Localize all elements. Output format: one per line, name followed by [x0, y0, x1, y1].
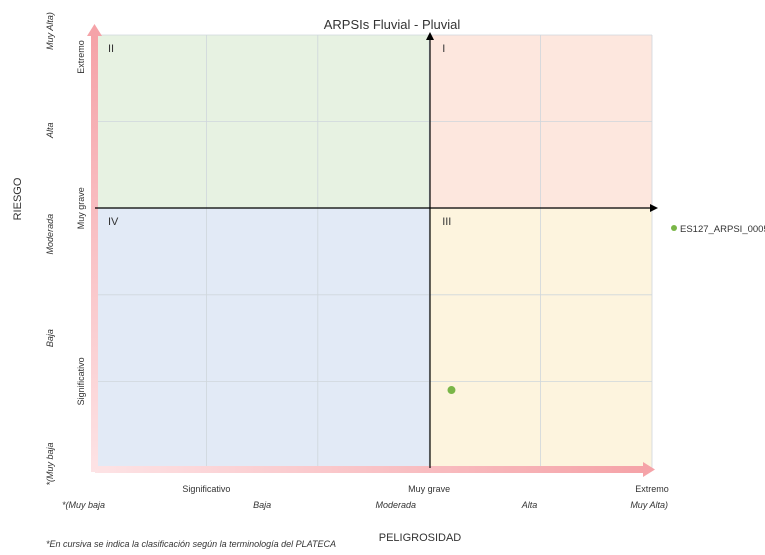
- x-tick-label-plateca: Muy Alta): [630, 500, 668, 510]
- legend-marker: [671, 225, 677, 231]
- x-axis-title: PELIGROSIDAD: [379, 532, 462, 544]
- x-tick-label-plateca: Alta: [521, 500, 538, 510]
- footnote: *En cursiva se indica la clasificación s…: [46, 539, 336, 549]
- y-tick-label-plateca: Moderada: [45, 214, 55, 255]
- x-tick-label: Significativo: [182, 484, 230, 494]
- quadrant-label-iv: IV: [108, 216, 119, 228]
- x-tick-label: Extremo: [635, 484, 669, 494]
- y-tick-label: Muy grave: [76, 187, 86, 229]
- y-tick-label-plateca: Baja: [45, 329, 55, 347]
- chart-title: ARPSIs Fluvial - Pluvial: [324, 17, 461, 32]
- x-axis-gradient: [95, 466, 643, 473]
- y-tick-label: Extremo: [76, 40, 86, 74]
- quadrant-label-iii: III: [442, 216, 451, 228]
- y-tick-label-plateca: Muy Alta): [45, 12, 55, 50]
- y-tick-label: Significativo: [76, 357, 86, 405]
- y-tick-label-plateca: *(Muy baja: [45, 442, 55, 485]
- quadrant-iv-background: [95, 208, 430, 468]
- legend-label: ES127_ARPSI_0005: [680, 224, 765, 235]
- x-tick-label-plateca: *(Muy baja: [62, 500, 105, 510]
- y-axis-gradient: [91, 36, 98, 472]
- y-axis-title: RIESGO: [12, 177, 24, 220]
- y-axis-gradient-arrowhead: [87, 24, 102, 36]
- quadrant-label-ii: II: [108, 43, 114, 55]
- data-point-es127-arpsi-0005[interactable]: [447, 386, 456, 395]
- y-tick-label-plateca: Alta: [45, 123, 55, 140]
- quadrant-label-i: I: [442, 43, 445, 55]
- x-axis-gradient-arrowhead: [643, 462, 655, 477]
- x-tick-label: Muy grave: [408, 484, 450, 494]
- horizontal-arrowhead: [650, 204, 658, 212]
- x-tick-label-plateca: Moderada: [376, 500, 417, 510]
- vertical-arrowhead: [426, 32, 434, 40]
- x-tick-label-plateca: Baja: [253, 500, 271, 510]
